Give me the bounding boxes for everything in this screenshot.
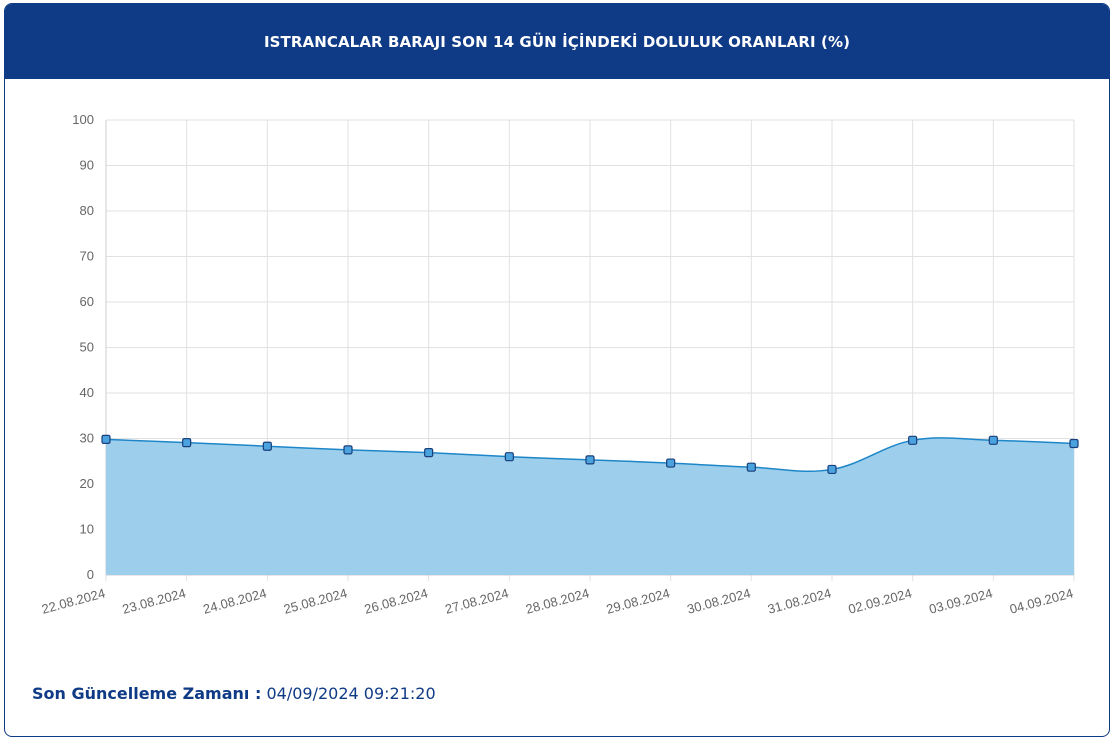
x-tick-label: 28.08.2024	[524, 585, 591, 616]
last-update-value: 04/09/2024 09:21:20	[266, 684, 436, 703]
y-tick-label: 20	[80, 476, 94, 491]
y-tick-label: 0	[87, 567, 94, 582]
chart-area: 0 10 20 30 40 50 60 70 80 90 100 22.08.2024 23.08.20…	[5, 80, 1109, 620]
y-tick-label: 40	[80, 385, 94, 400]
last-update: Son Güncelleme Zamanı : 04/09/2024 09:21…	[32, 684, 436, 703]
data-point	[746, 462, 756, 472]
y-tick-label: 30	[80, 431, 94, 446]
data-point	[182, 437, 192, 448]
x-tick-label: 29.08.2024	[605, 585, 672, 616]
data-point	[343, 445, 353, 455]
data-point	[1069, 438, 1079, 449]
x-tick-label: 04.09.2024	[1008, 585, 1075, 616]
data-point	[988, 435, 998, 445]
chart-header: ISTRANCALAR BARAJI SON 14 GÜN İÇİNDEKİ D…	[5, 4, 1109, 79]
data-point	[262, 441, 272, 451]
x-tick-label: 03.09.2024	[927, 585, 994, 616]
x-tick-label: 25.08.2024	[282, 585, 349, 616]
fill-rate-chart: 0 10 20 30 40 50 60 70 80 90 100 22.08.2024 23.08.20…	[40, 112, 1079, 617]
y-tick-label: 70	[80, 249, 94, 264]
data-point	[666, 458, 676, 468]
x-tick-label: 30.08.2024	[685, 585, 752, 616]
data-point	[424, 448, 434, 458]
chart-title: ISTRANCALAR BARAJI SON 14 GÜN İÇİNDEKİ D…	[263, 32, 851, 51]
y-tick-label: 100	[72, 112, 94, 127]
y-tick-label: 10	[80, 522, 94, 537]
y-tick-label: 90	[80, 158, 94, 173]
data-point	[101, 434, 111, 445]
x-tick-label: 22.08.2024	[40, 585, 107, 616]
x-tick-label: 02.09.2024	[847, 585, 914, 616]
data-point	[504, 452, 514, 462]
x-tick-label: 24.08.2024	[201, 585, 268, 616]
data-point	[827, 464, 837, 475]
chart-card: ISTRANCALAR BARAJI SON 14 GÜN İÇİNDEKİ D…	[4, 3, 1110, 737]
x-tick-label: 27.08.2024	[443, 585, 510, 616]
x-tick-label: 23.08.2024	[121, 585, 188, 616]
y-tick-label: 80	[80, 203, 94, 218]
x-tick-label: 26.08.2024	[363, 585, 430, 616]
y-tick-label: 60	[80, 294, 94, 309]
x-tick-label: 31.08.2024	[766, 585, 833, 616]
data-point	[908, 435, 918, 445]
last-update-label: Son Güncelleme Zamanı :	[32, 684, 262, 703]
y-tick-label: 50	[80, 340, 94, 355]
data-point	[585, 455, 595, 465]
